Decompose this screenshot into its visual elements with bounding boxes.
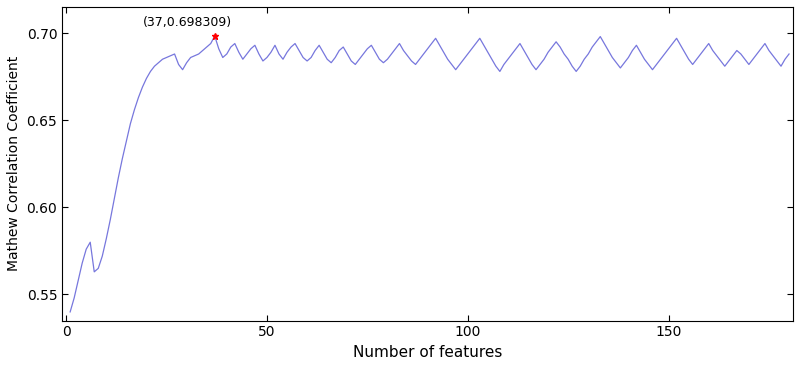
Text: (37,0.698309): (37,0.698309) <box>142 15 231 29</box>
X-axis label: Number of features: Number of features <box>353 345 502 360</box>
Y-axis label: Mathew Correlation Coefficient: Mathew Correlation Coefficient <box>7 56 21 272</box>
